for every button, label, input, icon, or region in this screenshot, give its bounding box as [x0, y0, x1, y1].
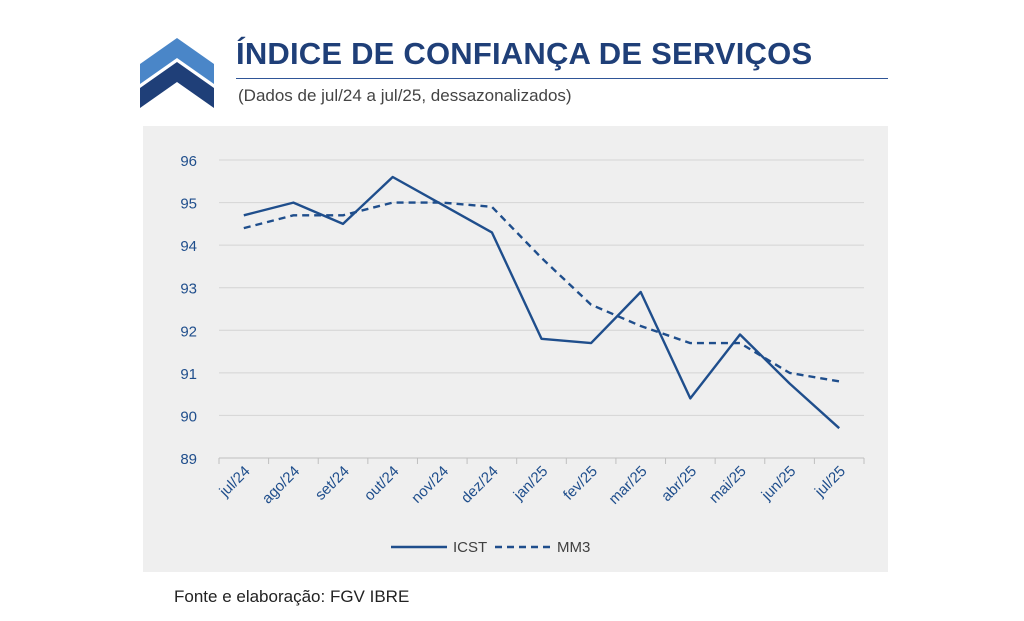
x-tick-label: fev/25	[560, 463, 601, 504]
x-tick-label: jan/25	[510, 463, 552, 505]
x-tick-label: mai/25	[706, 463, 750, 507]
chart-title: ÍNDICE DE CONFIANÇA DE SERVIÇOS	[236, 36, 813, 71]
y-tick-label: 94	[180, 238, 197, 255]
x-tick-label: abr/25	[658, 463, 700, 505]
y-tick-label: 93	[180, 281, 197, 298]
y-tick-label: 95	[180, 196, 197, 213]
y-tick-label: 96	[180, 153, 197, 170]
x-tick-label: mar/25	[606, 463, 651, 508]
chart-subtitle: (Dados de jul/24 a jul/25, dessazonaliza…	[238, 86, 572, 105]
legend-label-mm3: MM3	[557, 539, 590, 556]
line-chart: 89 90 91 92 93 94 95 96 jul/24 ago/24 set/24 out/24…	[180, 153, 865, 556]
fgv-logo	[140, 38, 214, 108]
chart-panel: 89 90 91 92 93 94 95 96 jul/24 ago/24 set/24 out/24…	[143, 126, 888, 572]
source-note: Fonte e elaboração: FGV IBRE	[174, 587, 410, 606]
legend-label-icst: ICST	[453, 539, 487, 556]
y-tick-label: 92	[180, 323, 197, 340]
x-tick-label: jul/24	[216, 463, 254, 501]
x-tick-label: ago/24	[259, 463, 303, 507]
y-tick-label: 90	[180, 408, 197, 425]
x-tick-label: out/24	[361, 463, 403, 505]
x-tick-label: dez/24	[458, 463, 502, 507]
x-tick-label: jul/25	[811, 463, 849, 501]
x-tick-label: jun/25	[758, 463, 800, 505]
series-line-mm3	[243, 201, 840, 383]
title-underline	[236, 78, 888, 79]
series-line-icst	[243, 175, 841, 430]
x-tick-label: nov/24	[408, 463, 452, 507]
y-tick-label: 89	[180, 451, 197, 468]
x-tick-label: set/24	[312, 463, 353, 504]
y-tick-label: 91	[180, 366, 197, 383]
